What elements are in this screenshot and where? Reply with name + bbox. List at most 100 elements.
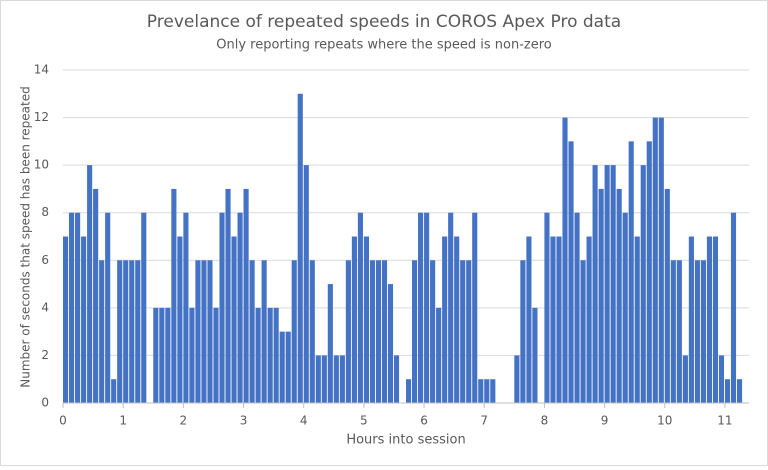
bar — [219, 212, 225, 403]
bar — [574, 212, 580, 403]
bar — [676, 260, 682, 403]
bar — [640, 165, 646, 403]
bar — [718, 355, 725, 403]
y-tick-label: 6 — [41, 253, 49, 267]
bar — [736, 379, 743, 403]
bar — [165, 307, 171, 403]
bar — [267, 307, 273, 403]
bar — [183, 212, 189, 403]
bar — [550, 236, 556, 403]
bar — [454, 236, 460, 403]
bar — [81, 236, 87, 403]
bar — [526, 236, 532, 403]
bar — [351, 236, 357, 403]
bar — [712, 236, 719, 403]
bar — [460, 260, 466, 403]
bar — [652, 117, 658, 404]
bar — [658, 117, 664, 404]
chart-title: Prevelance of repeated speeds in COROS A… — [147, 12, 621, 32]
bar — [700, 260, 706, 403]
bar — [279, 331, 285, 403]
bar — [580, 260, 586, 403]
bar — [514, 355, 520, 403]
y-tick-label: 4 — [41, 300, 49, 314]
bar — [724, 379, 731, 403]
x-tick-label: 6 — [420, 414, 428, 428]
bar — [646, 141, 652, 403]
bar — [664, 188, 670, 403]
bar — [117, 260, 123, 403]
bar — [622, 212, 628, 403]
bar — [93, 188, 99, 403]
bar — [586, 236, 592, 403]
bar — [628, 141, 634, 403]
bar — [171, 188, 177, 403]
y-tick-label: 14 — [34, 63, 49, 77]
bar — [63, 236, 69, 403]
bar — [418, 212, 424, 403]
bar — [105, 212, 111, 403]
bar — [634, 236, 640, 403]
bar — [75, 212, 81, 403]
bar — [123, 260, 129, 403]
bar — [706, 236, 712, 403]
x-tick-label: 9 — [601, 414, 609, 428]
bar — [393, 355, 400, 403]
y-axis-label: Number of seconds that speed has been re… — [19, 86, 33, 387]
bar — [424, 212, 430, 403]
bar — [436, 307, 442, 403]
bar — [610, 165, 616, 403]
bar — [327, 284, 333, 403]
bar — [243, 188, 249, 403]
bar — [69, 212, 75, 403]
bar — [141, 212, 147, 403]
bar — [285, 331, 291, 403]
bar — [381, 260, 388, 403]
bar — [478, 379, 484, 403]
bar — [339, 355, 345, 403]
bar — [213, 307, 219, 403]
bar — [273, 307, 279, 403]
bar — [99, 260, 105, 403]
chart-subtitle: Only reporting repeats where the speed i… — [216, 38, 552, 53]
bar — [363, 236, 369, 403]
bar — [568, 141, 574, 403]
bar — [177, 236, 183, 403]
bar — [484, 379, 490, 403]
bar — [682, 355, 688, 403]
x-tick-label: 4 — [300, 414, 308, 428]
bar — [309, 260, 315, 403]
bar — [189, 307, 195, 403]
bar — [406, 379, 412, 403]
bar — [333, 355, 339, 403]
y-tick-label: 2 — [41, 348, 49, 362]
x-tick-label: 7 — [480, 414, 488, 428]
bar — [520, 260, 526, 403]
bar — [466, 260, 472, 403]
x-axis-label: Hours into session — [346, 433, 465, 448]
bar — [544, 212, 550, 403]
y-tick-label: 10 — [34, 158, 49, 172]
bar — [237, 212, 243, 403]
bar — [412, 260, 418, 403]
bar — [430, 260, 436, 403]
bar — [448, 212, 454, 403]
bar — [111, 379, 117, 403]
bar — [688, 236, 694, 403]
bar — [532, 307, 538, 403]
bar — [135, 260, 141, 403]
bar — [297, 93, 303, 404]
bar — [315, 355, 321, 403]
y-tick-label: 8 — [41, 205, 49, 219]
bar — [490, 379, 496, 403]
bar — [562, 117, 568, 404]
bar — [604, 165, 610, 403]
x-tick-label: 3 — [240, 414, 248, 428]
bar — [694, 260, 700, 403]
bar — [303, 165, 309, 403]
bar — [225, 188, 231, 403]
bar — [375, 260, 382, 403]
bar — [129, 260, 135, 403]
x-tick-label: 1 — [119, 414, 127, 428]
